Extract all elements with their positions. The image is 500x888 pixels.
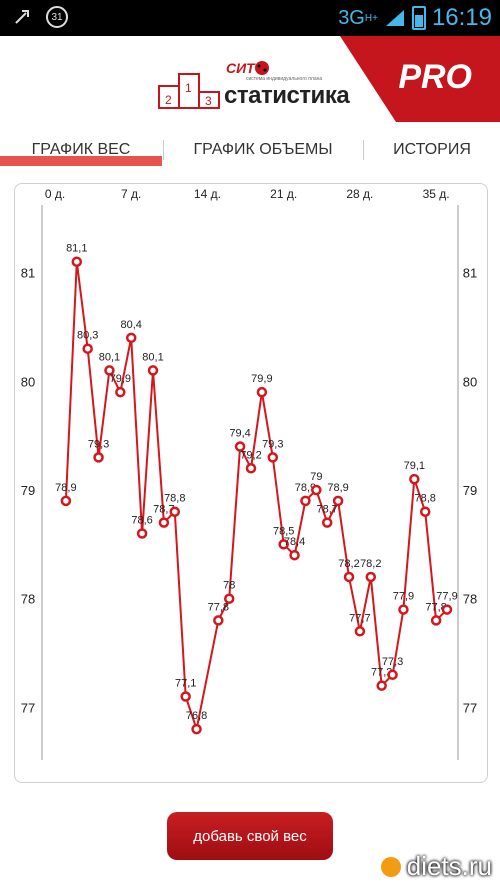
tab-history[interactable]: ИСТОРИЯ xyxy=(364,130,500,170)
pro-label[interactable]: PRO xyxy=(398,58,472,96)
tab-label: ГРАФИК ВЕС xyxy=(31,141,131,158)
podium-icon: 2 1 3 xyxy=(158,73,220,109)
logo-title: статистика xyxy=(224,82,350,109)
app-header: 2 1 3 СИТ система индивидуального плана … xyxy=(0,36,500,122)
tab-weight-chart[interactable]: ГРАФИК ВЕС xyxy=(0,130,162,170)
calendar-badge: 31 xyxy=(51,11,63,23)
fruit-icon xyxy=(380,856,401,877)
ladybug-icon xyxy=(255,61,269,75)
app-logo: 2 1 3 СИТ система индивидуального плана … xyxy=(158,54,358,114)
active-tab-indicator xyxy=(0,156,162,166)
signal-icon xyxy=(385,10,404,26)
watermark: diets.ru xyxy=(380,851,492,882)
svg-text:3: 3 xyxy=(205,94,212,108)
weight-chart-card xyxy=(14,183,488,783)
watermark-text: diets.ru xyxy=(406,851,492,881)
clock: 16:19 xyxy=(431,4,492,31)
battery-icon xyxy=(411,6,426,30)
tab-volume-chart[interactable]: ГРАФИК ОБЪЕМЫ xyxy=(164,130,362,170)
usb-icon xyxy=(15,10,29,24)
svg-text:2: 2 xyxy=(165,93,172,107)
tab-label: ИСТОРИЯ xyxy=(393,141,471,158)
logo-subtitle: система индивидуального плана xyxy=(246,76,323,82)
calendar-icon: 31 xyxy=(46,6,68,28)
network-label: 3G xyxy=(338,6,365,29)
logo-brand: СИТ xyxy=(226,60,255,76)
network-sup: H+ xyxy=(364,12,378,24)
status-bar: 31 3G H+ 16:19 xyxy=(0,0,500,36)
tab-divider xyxy=(363,140,364,160)
svg-text:1: 1 xyxy=(185,81,192,95)
tab-label: ГРАФИК ОБЪЕМЫ xyxy=(193,141,333,158)
tab-divider xyxy=(163,140,164,160)
tab-bar: ГРАФИК ВЕС ГРАФИК ОБЪЕМЫ ИСТОРИЯ xyxy=(0,130,500,170)
add-weight-button[interactable]: добавь свой вес xyxy=(167,812,333,860)
